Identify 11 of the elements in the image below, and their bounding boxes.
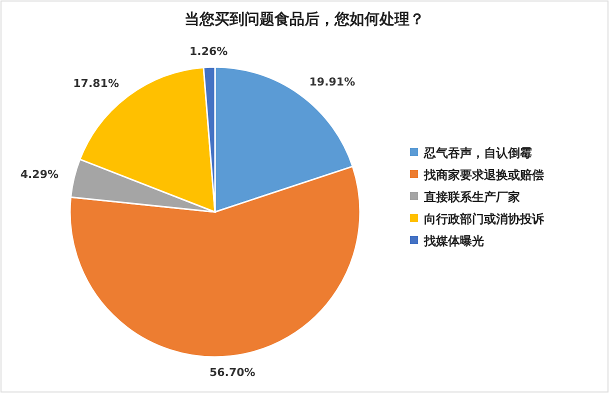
data-label: 17.81%: [73, 76, 119, 90]
data-label: 4.29%: [20, 168, 59, 182]
legend-label: 找媒体曝光: [423, 234, 484, 248]
data-label: 19.91%: [309, 76, 356, 88]
legend-label: 直接联系生产厂家: [423, 190, 520, 204]
chart-title: 当您买到问题食品后，您如何处理？: [184, 10, 424, 28]
data-label: 56.70%: [210, 366, 256, 380]
data-label: 1.26%: [190, 45, 228, 58]
legend-label: 忍气吞声，自认倒霉: [423, 146, 532, 160]
legend-label: 向行政部门或消协投诉: [424, 212, 545, 226]
legend-label: 找商家要求退换或赔偿: [423, 168, 544, 182]
